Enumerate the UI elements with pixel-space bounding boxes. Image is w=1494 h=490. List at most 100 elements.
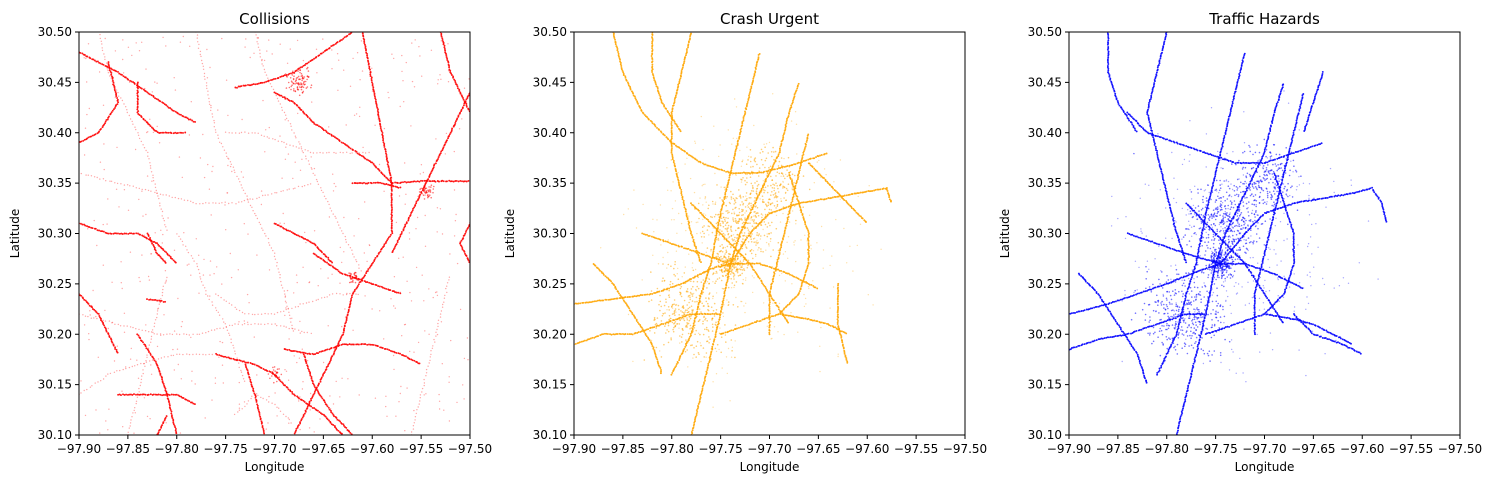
scatter-point [329, 260, 332, 263]
scatter-point [292, 82, 295, 84]
scatter-point [87, 174, 90, 176]
scatter-point [240, 131, 243, 134]
scatter-point [149, 393, 152, 396]
scatter-point [736, 270, 739, 272]
scatter-point [129, 185, 131, 187]
scatter-point [284, 158, 287, 160]
scatter-point [80, 172, 83, 175]
scatter-point [326, 261, 328, 264]
scatter-point [207, 295, 209, 297]
scatter-point [673, 367, 676, 370]
scatter-point [393, 305, 395, 307]
scatter-point [708, 359, 711, 362]
scatter-point [101, 47, 103, 49]
scatter-point [688, 319, 691, 322]
scatter-point [188, 400, 191, 403]
scatter-point [242, 189, 245, 191]
scatter-point [448, 376, 450, 378]
scatter-point [756, 185, 759, 187]
scatter-point [303, 64, 306, 67]
scatter-point [141, 329, 143, 331]
scatter-point [304, 352, 307, 355]
scatter-point [749, 160, 752, 163]
scatter-point [723, 255, 726, 258]
scatter-point [241, 118, 243, 121]
scatter-point [88, 226, 91, 229]
panel-collisions: Collisions −97.90 −97.85 −97.80 −97.75 −97.7… [8, 10, 492, 474]
scatter-point [292, 145, 294, 147]
scatter-point [217, 109, 219, 111]
scatter-point [770, 338, 772, 340]
scatter-point [290, 125, 292, 128]
scatter-point [267, 79, 270, 82]
scatter-point [329, 421, 332, 424]
scatter-point [756, 239, 758, 242]
scatter-point [711, 200, 714, 203]
scatter-point [177, 197, 180, 200]
scatter-point [310, 376, 313, 378]
scatter-point [303, 351, 305, 354]
scatter-point [315, 299, 317, 301]
scatter-point [420, 191, 423, 194]
scatter-point [712, 326, 714, 328]
scatter-point [679, 342, 681, 344]
scatter-point [174, 196, 176, 199]
scatter-point [745, 192, 748, 194]
scatter-point [778, 172, 781, 175]
panel-title: Crash Urgent [720, 10, 819, 28]
scatter-point [253, 52, 255, 54]
scatter-point [102, 223, 104, 226]
scatter-point [769, 165, 772, 168]
scatter-point [311, 58, 314, 61]
scatter-point [382, 286, 384, 289]
scatter-point [228, 334, 231, 336]
scatter-point [96, 229, 99, 232]
scatter-point [268, 395, 270, 398]
scatter-point [679, 292, 682, 294]
scatter-point [324, 129, 327, 132]
scatter-point [839, 159, 842, 161]
scatter-point [723, 267, 726, 269]
scatter-point [313, 122, 316, 125]
scatter-point [364, 152, 367, 154]
scatter-point [297, 350, 299, 353]
scatter-point [103, 53, 105, 55]
scatter-point [351, 276, 354, 278]
scatter-point [288, 338, 290, 340]
scatter-point [136, 103, 139, 106]
scatter-point [158, 197, 160, 200]
scatter-point [718, 332, 721, 335]
scatter-point [808, 287, 810, 290]
scatter-point [706, 247, 709, 249]
scatter-point [277, 224, 280, 227]
scatter-point [691, 295, 694, 297]
scatter-point [281, 106, 283, 109]
scatter-point [465, 180, 468, 183]
scatter-point [142, 144, 144, 146]
scatter-point [437, 322, 439, 325]
scatter-point [742, 159, 744, 161]
scatter-point [179, 238, 182, 240]
scatter-point [274, 192, 276, 194]
scatter-point [441, 233, 444, 235]
scatter-point [144, 393, 147, 396]
scatter-point [338, 224, 340, 226]
scatter-point [161, 215, 163, 217]
scatter-point [425, 187, 428, 190]
scatter-point [90, 317, 93, 319]
scatter-point [835, 218, 837, 221]
scatter-point [82, 297, 85, 300]
scatter-point [696, 410, 699, 413]
scatter-point [208, 188, 211, 190]
scatter-point [225, 152, 227, 154]
scatter-point [719, 197, 721, 199]
scatter-point [101, 126, 104, 129]
scatter-point [370, 77, 373, 80]
scatter-point [748, 213, 751, 216]
scatter-point [322, 129, 325, 132]
scatter-point [395, 291, 398, 294]
scatter-point [172, 109, 175, 112]
scatter-point [465, 255, 468, 257]
scatter-point [367, 60, 370, 63]
scatter-point [244, 405, 246, 408]
